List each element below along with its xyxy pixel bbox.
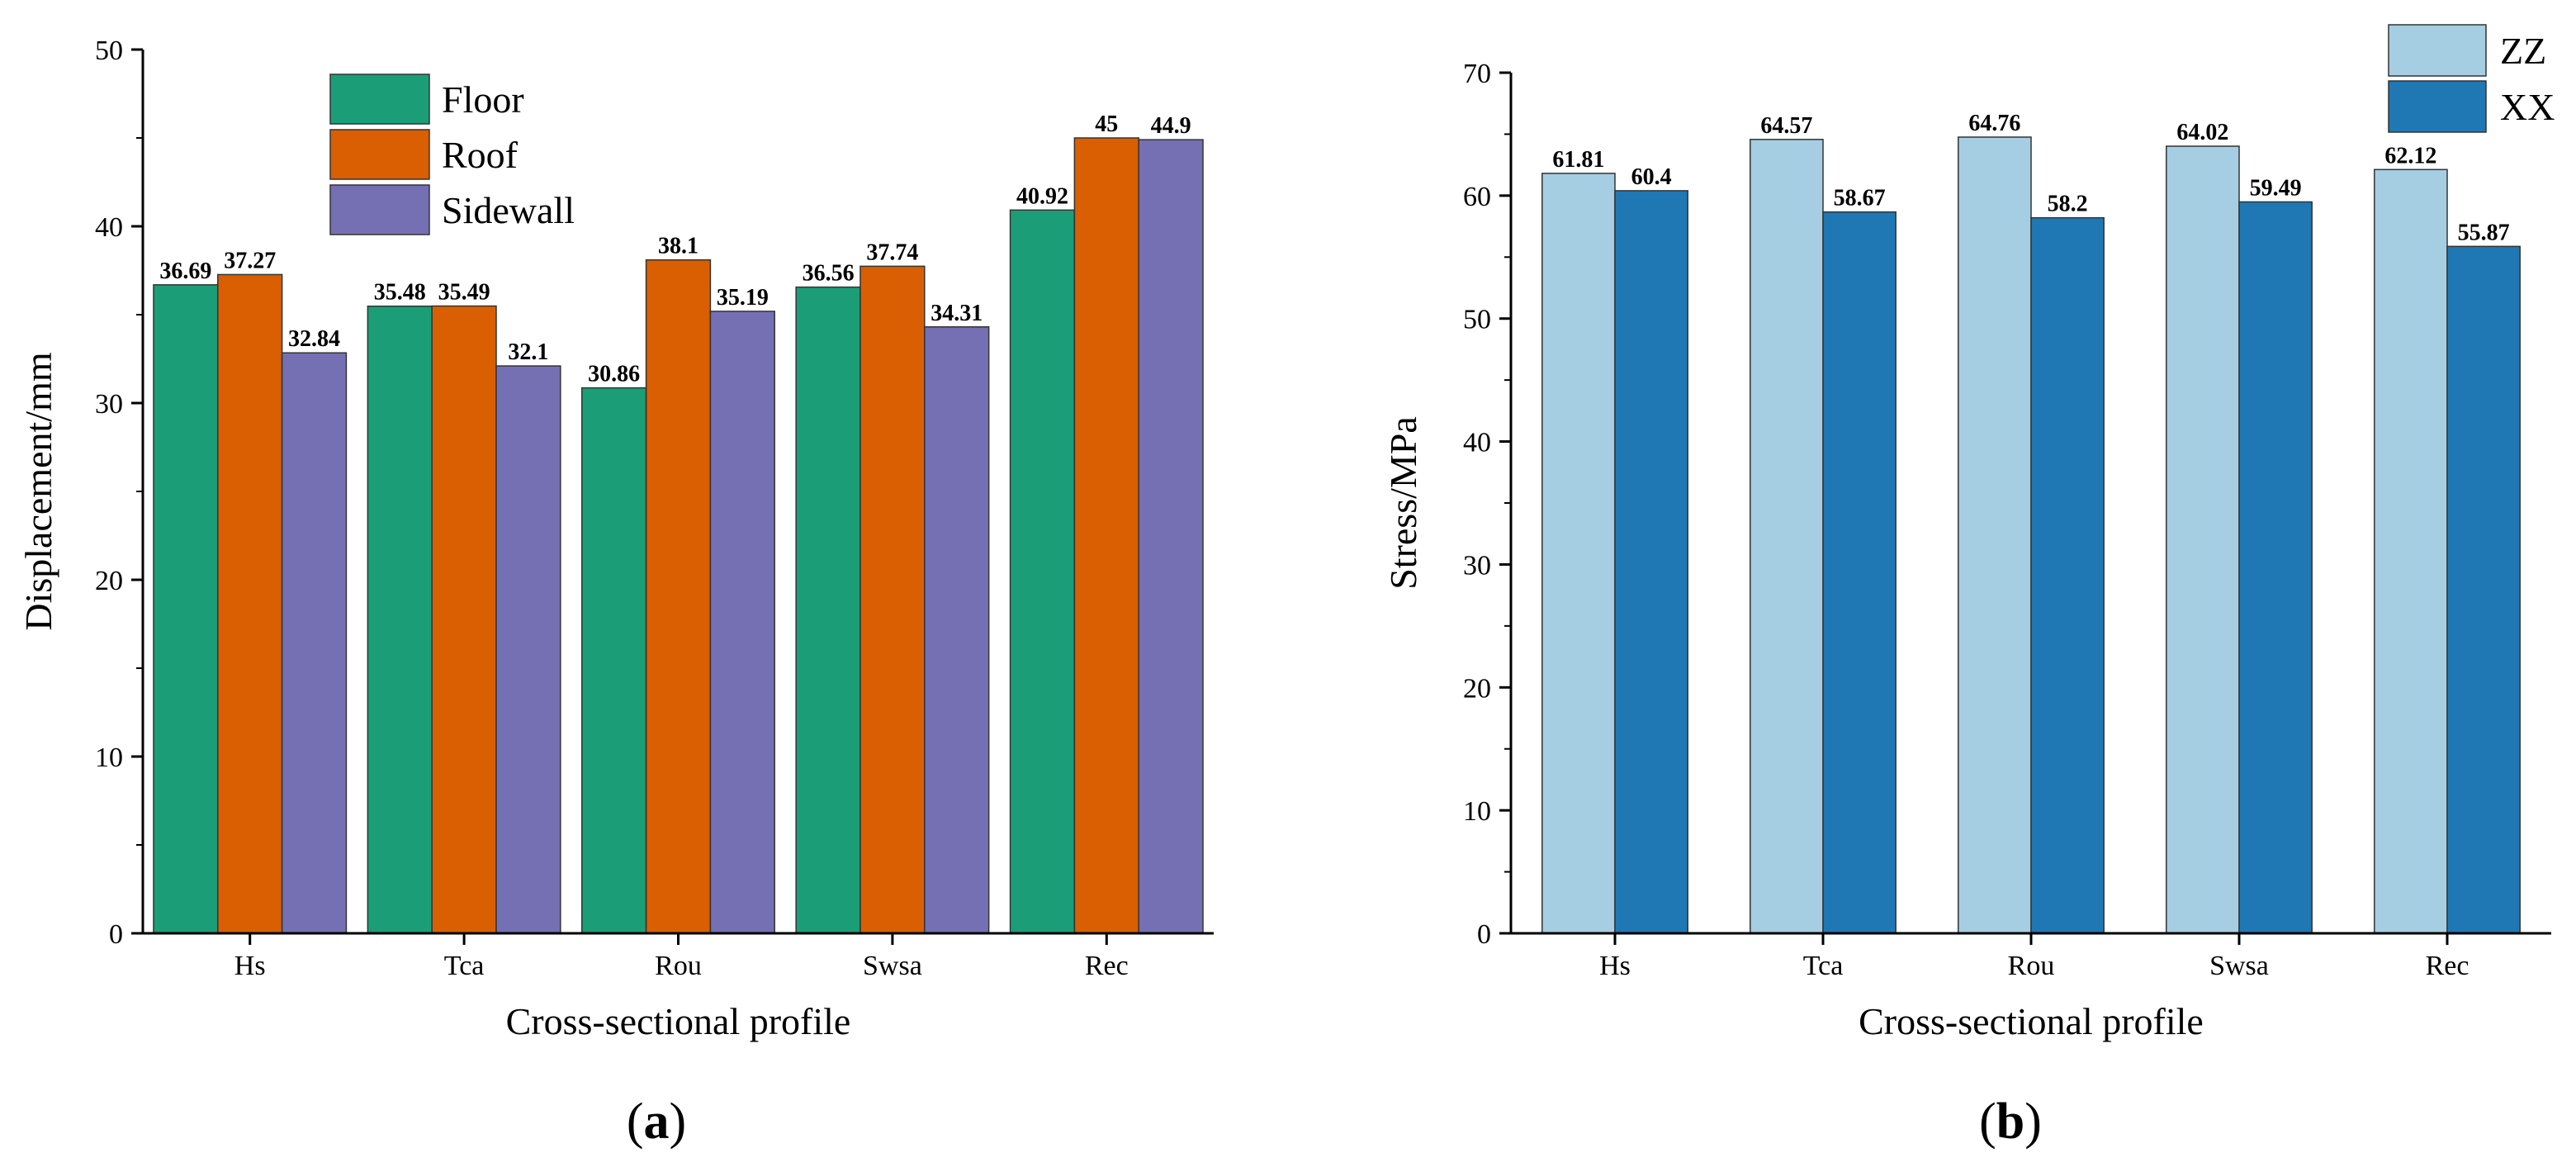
bar-floor-rou [581, 387, 647, 934]
legend: ZZ XX [2388, 24, 2555, 133]
chart-panel-b: 61.81 64.57 64.76 64.02 62.12 60.4 58.67 58.2 59… [1382, 24, 2555, 1150]
bar-zz-rec [2374, 168, 2448, 934]
data-label-zz-tca: 64.57 [1760, 113, 1812, 139]
data-label-xx-rec: 55.87 [2458, 220, 2510, 245]
bar-zz-tca [1750, 139, 1824, 934]
bar-roof-rou [645, 259, 712, 934]
data-label-floor-rou: 30.86 [588, 362, 640, 387]
y-tick-label: 0 [1477, 919, 1491, 950]
legend-swatch-zz [2388, 24, 2487, 77]
y-tick-label: 40 [95, 212, 123, 243]
data-label-sidewall-hs: 32.84 [288, 326, 340, 352]
x-tick-label: Tca [1803, 951, 1844, 981]
data-label-xx-swsa: 59.49 [2250, 175, 2302, 201]
legend-swatch-floor [329, 74, 430, 125]
x-tick-label: Rou [655, 951, 702, 981]
y-tick-label: 50 [95, 36, 123, 66]
legend-swatch-roof [329, 129, 430, 180]
bar-roof-swsa [859, 265, 926, 934]
y-tick-label: 10 [95, 743, 123, 773]
bar-sidewall-hs [281, 352, 348, 934]
y-tick-label: 30 [95, 389, 123, 420]
bar-floor-hs [153, 284, 219, 934]
bar-xx-rou [2030, 216, 2105, 934]
y-tick-label: 60 [1463, 182, 1491, 212]
bar-roof-hs [217, 273, 283, 934]
bar-sidewall-swsa [924, 326, 990, 934]
panel-label: (a) [627, 1094, 686, 1150]
x-tick-label: Rou [2008, 951, 2055, 981]
data-label-xx-hs: 60.4 [1631, 164, 1672, 190]
x-tick-label: Rec [2426, 951, 2469, 981]
y-tick-label: 30 [1463, 550, 1491, 581]
data-label-roof-tca: 35.49 [438, 280, 490, 306]
data-label-zz-rou: 64.76 [1968, 111, 2020, 136]
data-label-sidewall-rec: 44.9 [1151, 113, 1191, 139]
y-axis-label: Stress/MPa [1382, 416, 1424, 590]
y-tick-label: 50 [1463, 305, 1491, 335]
data-label-xx-tca: 58.67 [1834, 186, 1886, 211]
bar-sidewall-rou [709, 311, 775, 934]
data-label-roof-swsa: 37.74 [866, 240, 918, 265]
data-label-sidewall-rou: 35.19 [717, 285, 769, 311]
bar-roof-rec [1073, 137, 1139, 934]
data-label-zz-hs: 61.81 [1552, 147, 1604, 173]
legend-label-roof: Roof [442, 134, 519, 176]
y-tick-label: 10 [1463, 796, 1491, 827]
bar-zz-rou [1958, 136, 2032, 934]
data-label-floor-hs: 36.69 [159, 259, 211, 284]
y-axis-label: Displacement/mm [17, 352, 59, 630]
data-label-roof-hs: 37.27 [224, 248, 276, 273]
y-tick-label: 20 [95, 566, 123, 596]
data-label-floor-rec: 40.92 [1016, 183, 1068, 209]
bar-xx-hs [1614, 190, 1688, 934]
x-tick-label: Tca [444, 951, 485, 981]
legend-label-floor: Floor [442, 78, 524, 121]
bar-xx-swsa [2238, 201, 2313, 934]
data-label-floor-tca: 35.48 [374, 280, 426, 306]
legend-swatch-sidewall [329, 184, 430, 235]
data-label-sidewall-swsa: 34.31 [930, 301, 983, 326]
bar-zz-hs [1541, 173, 1616, 934]
panel-label: (b) [1979, 1094, 2042, 1150]
data-label-floor-swsa: 36.56 [803, 261, 855, 287]
bar-floor-tca [367, 305, 433, 934]
bar-sidewall-rec [1138, 139, 1204, 934]
legend-label-zz: ZZ [2500, 30, 2546, 72]
data-label-xx-rou: 58.2 [2048, 192, 2088, 217]
y-tick-label: 70 [1463, 59, 1491, 89]
bar-zz-swsa [2166, 145, 2240, 934]
bar-sidewall-tca [495, 365, 561, 934]
x-tick-label: Rec [1085, 951, 1129, 981]
bar-xx-rec [2446, 245, 2521, 934]
legend: Floor Roof Sidewall [329, 74, 575, 235]
x-tick-label: Swsa [2209, 951, 2269, 981]
x-tick-label: Hs [1599, 951, 1631, 981]
y-tick-label: 0 [109, 919, 123, 950]
legend-swatch-xx [2388, 80, 2487, 133]
y-tick-label: 40 [1463, 428, 1491, 458]
bar-xx-tca [1822, 211, 1896, 934]
chart-panel-a: 36.69 35.48 30.86 36.56 40.92 37.27 35.49 38.1 3… [17, 36, 1214, 1150]
legend-label-sidewall: Sidewall [442, 189, 575, 231]
x-axis-label: Cross-sectional profile [1859, 1000, 2204, 1042]
legend-label-xx: XX [2500, 86, 2555, 128]
bar-roof-tca [431, 305, 497, 934]
x-tick-label: Hs [234, 951, 266, 981]
data-label-roof-rec: 45 [1095, 112, 1118, 137]
bar-floor-rec [1009, 209, 1076, 934]
data-label-zz-swsa: 64.02 [2176, 120, 2228, 145]
data-label-sidewall-tca: 32.1 [508, 339, 548, 365]
x-tick-label: Swsa [863, 951, 922, 981]
data-label-zz-rec: 62.12 [2384, 143, 2436, 168]
data-label-roof-rou: 38.1 [658, 234, 698, 259]
bar-floor-swsa [795, 286, 861, 934]
x-axis-label: Cross-sectional profile [506, 1000, 851, 1042]
y-tick-label: 20 [1463, 673, 1491, 704]
